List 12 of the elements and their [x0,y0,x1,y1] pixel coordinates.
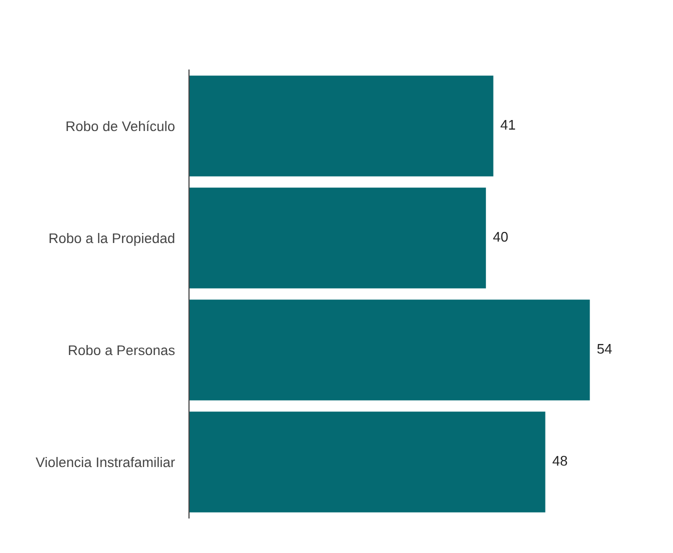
y-tick-label: Robo a la Propiedad [50,232,174,246]
bar [189,76,494,176]
data-label: 41 [500,120,516,130]
bar [189,412,546,512]
data-label: 54 [597,344,612,354]
bar [189,300,590,400]
y-tick-label: Robo de Vehículo [66,120,175,132]
data-label: 48 [552,456,568,466]
y-tick-label: Robo a Personas [68,344,175,356]
data-label: 40 [493,232,508,242]
y-tick-label: Violencia Instrafamiliar [36,456,175,468]
bar [189,188,486,288]
